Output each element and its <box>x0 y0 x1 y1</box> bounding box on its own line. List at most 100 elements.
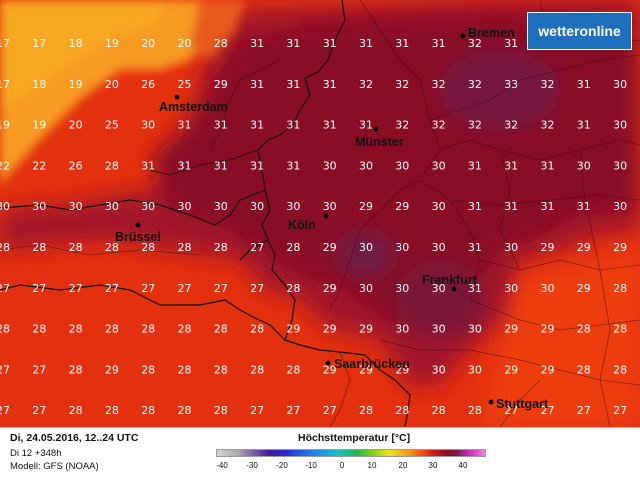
grid-temperature: 28 <box>613 323 627 336</box>
grid-temperature: 29 <box>541 241 555 254</box>
grid-temperature: 32 <box>468 78 482 91</box>
color-scale-bar <box>216 449 486 457</box>
grid-temperature: 20 <box>141 37 155 50</box>
grid-temperature: 32 <box>541 119 555 132</box>
grid-temperature: 17 <box>32 37 46 50</box>
legend-tick: 10 <box>367 461 377 470</box>
grid-temperature: 31 <box>286 78 300 91</box>
grid-temperature: 30 <box>468 363 482 376</box>
grid-temperature: 32 <box>468 37 482 50</box>
legend-tick: 40 <box>458 461 468 470</box>
grid-temperature: 30 <box>141 200 155 213</box>
grid-temperature: 27 <box>141 282 155 295</box>
grid-temperature: 27 <box>286 404 300 417</box>
grid-temperature: 31 <box>286 159 300 172</box>
grid-temperature: 28 <box>178 363 192 376</box>
grid-temperature: 28 <box>178 404 192 417</box>
grid-temperature: 28 <box>468 404 482 417</box>
grid-temperature: 31 <box>468 159 482 172</box>
grid-temperature: 31 <box>286 119 300 132</box>
grid-temperature: 31 <box>141 159 155 172</box>
legend-tick: 0 <box>339 461 345 470</box>
legend-tick: 30 <box>428 461 438 470</box>
grid-temperature: 27 <box>323 404 337 417</box>
grid-temperature: 27 <box>32 363 46 376</box>
grid-temperature: 17 <box>0 37 10 50</box>
grid-temperature: 26 <box>69 159 83 172</box>
grid-temperature: 28 <box>69 323 83 336</box>
city-frankfurt: Frankfurt <box>422 273 478 292</box>
grid-temperature: 28 <box>69 363 83 376</box>
grid-temperature: 28 <box>141 404 155 417</box>
grid-temperature: 30 <box>395 241 409 254</box>
grid-temperature: 30 <box>395 282 409 295</box>
grid-temperature: 29 <box>577 241 591 254</box>
grid-temperature: 19 <box>69 78 83 91</box>
city-label: Amsterdam <box>159 100 228 114</box>
grid-temperature: 27 <box>105 282 119 295</box>
grid-temperature: 30 <box>0 200 10 213</box>
grid-temperature: 28 <box>141 241 155 254</box>
grid-temperature: 18 <box>69 37 83 50</box>
temperature-field <box>0 0 640 427</box>
grid-temperature: 30 <box>613 200 627 213</box>
grid-temperature: 30 <box>359 241 373 254</box>
map-footer: Di, 24.05.2016, 12..24 UTC Di 12 +348h M… <box>0 427 640 479</box>
grid-temperature: 30 <box>432 282 446 295</box>
city-marker <box>460 33 466 39</box>
wetteronline-logo[interactable]: wetteronline <box>527 12 632 50</box>
north-sea-field <box>0 0 245 185</box>
grid-temperature: 27 <box>0 404 10 417</box>
grid-temperature: 30 <box>613 78 627 91</box>
forecast-step: Di 12 +348h <box>10 448 62 459</box>
grid-temperature: 31 <box>214 119 228 132</box>
grid-temperature: 22 <box>32 159 46 172</box>
grid-temperature: 30 <box>541 282 555 295</box>
city-brussel: Brüssel <box>115 222 161 244</box>
city-label: Bremen <box>468 26 515 40</box>
city-label: Brüssel <box>115 230 161 244</box>
grid-temperature: 30 <box>250 200 264 213</box>
city-koln: Köln <box>288 213 329 232</box>
grid-temperature: 30 <box>141 119 155 132</box>
grid-temperature: 29 <box>323 363 337 376</box>
grid-temperature: 30 <box>432 363 446 376</box>
grid-temperature: 28 <box>0 241 10 254</box>
grid-temperature: 30 <box>323 200 337 213</box>
grid-temperature: 27 <box>504 404 518 417</box>
grid-temperature: 27 <box>250 241 264 254</box>
grid-temperature: 30 <box>32 200 46 213</box>
grid-temperature: 29 <box>323 323 337 336</box>
city-label: Stuttgart <box>496 397 549 411</box>
grid-temperature: 25 <box>105 119 119 132</box>
grid-temperature: 32 <box>395 78 409 91</box>
city-layer: Bremen Amsterdam Münster Brüssel Köln Frankfu… <box>115 26 549 411</box>
grid-temperature: 31 <box>577 78 591 91</box>
grid-temperature: 27 <box>577 404 591 417</box>
logo-text: wetteronline <box>538 23 621 39</box>
grid-temperature: 28 <box>141 323 155 336</box>
grid-temperature: 33 <box>504 78 518 91</box>
grid-temperature: 28 <box>250 323 264 336</box>
grid-temperature: 31 <box>323 119 337 132</box>
grid-temperature: 28 <box>250 363 264 376</box>
grid-temperature: 27 <box>0 282 10 295</box>
grid-temperature: 27 <box>613 404 627 417</box>
forecast-model: Modell: GFS (NOAA) <box>10 461 99 472</box>
temperature-grid: 17 17 18 19 20 20 28 31 31 31 31 31 31 32 31 31 31 31 17 18… <box>0 37 627 417</box>
city-label: Saarbrücken <box>334 357 410 371</box>
legend-tick: -40 <box>216 461 228 470</box>
city-marker <box>325 360 331 366</box>
grid-temperature: 28 <box>32 323 46 336</box>
country-borders <box>0 0 411 427</box>
grid-temperature: 31 <box>250 37 264 50</box>
city-saarbrucken: Saarbrücken <box>325 357 410 371</box>
grid-temperature: 28 <box>286 241 300 254</box>
legend-tick: -10 <box>305 461 317 470</box>
grid-temperature: 29 <box>541 323 555 336</box>
grid-temperature: 20 <box>178 37 192 50</box>
grid-temperature: 30 <box>504 241 518 254</box>
grid-temperature: 31 <box>359 37 373 50</box>
grid-temperature: 31 <box>468 200 482 213</box>
grid-temperature: 30 <box>432 323 446 336</box>
